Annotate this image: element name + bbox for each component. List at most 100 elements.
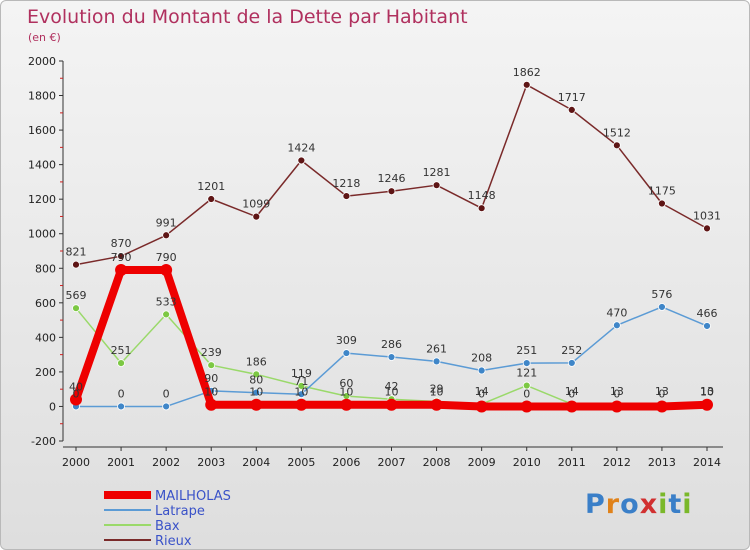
y-tick-label: 1600	[28, 124, 56, 137]
data-point	[160, 264, 173, 276]
data-label: 251	[111, 344, 132, 357]
x-tick-label: 2011	[558, 456, 586, 469]
data-point	[567, 105, 576, 114]
data-label: 208	[471, 352, 492, 365]
data-point	[207, 361, 216, 370]
data-point	[252, 212, 261, 221]
data-label: 60	[339, 377, 353, 390]
logo-letter: t	[668, 489, 683, 520]
chart-title: Evolution du Montant de la Dette par Hab…	[27, 6, 468, 28]
logo-letter: i	[658, 489, 669, 520]
data-point	[252, 370, 261, 379]
data-point	[432, 357, 441, 366]
legend-entry: Rieux	[155, 534, 192, 549]
x-tick-label: 2004	[242, 456, 270, 469]
data-label: 80	[249, 374, 263, 387]
data-label: 1424	[287, 141, 315, 154]
data-point	[432, 181, 441, 190]
data-label: 252	[561, 344, 582, 357]
data-point	[162, 231, 171, 240]
data-label: 186	[246, 355, 267, 368]
data-label: 119	[291, 367, 312, 380]
data-label: 29	[430, 382, 444, 395]
x-tick-label: 2003	[197, 456, 225, 469]
data-label: 576	[651, 288, 672, 301]
logo-letter: P	[585, 489, 606, 520]
data-point	[430, 398, 443, 411]
data-point	[522, 80, 531, 89]
logo-letter: o	[620, 489, 640, 520]
data-label: 14	[475, 385, 489, 398]
x-tick-label: 2001	[107, 456, 135, 469]
data-label: 991	[156, 216, 177, 229]
data-label: 0	[163, 387, 170, 400]
data-label: 569	[66, 289, 87, 302]
data-point	[565, 400, 578, 413]
data-label: 790	[111, 251, 132, 264]
x-tick-label: 2002	[152, 456, 180, 469]
data-point	[297, 156, 306, 165]
data-label: 1201	[197, 180, 225, 193]
data-point	[342, 192, 351, 200]
y-tick-label: 200	[35, 366, 56, 379]
x-tick-label: 2000	[62, 456, 90, 469]
data-label: 466	[697, 307, 718, 320]
data-point	[655, 400, 668, 413]
logo-letter: r	[605, 489, 621, 520]
y-tick-label: 1200	[28, 193, 56, 206]
data-label: 90	[204, 372, 218, 385]
legend-entry: MAILHOLAS	[155, 489, 231, 504]
legend-entry: Bax	[155, 519, 180, 534]
data-label: 10	[700, 386, 714, 399]
data-point	[72, 304, 80, 313]
data-label: 1218	[332, 177, 360, 190]
data-label: 13	[655, 385, 669, 398]
data-label: 40	[69, 381, 83, 394]
data-point	[612, 321, 621, 330]
data-label: 0	[73, 387, 80, 400]
data-point	[387, 187, 396, 196]
data-label: 1862	[513, 66, 541, 79]
data-label: 10	[294, 386, 308, 399]
data-labels: 40 790 790 10 10 10 10 10 10 0 0 0 0 0 10 0 0 0 90 80 71 309 2…	[66, 66, 722, 401]
data-label: 10	[430, 386, 444, 399]
data-label: 470	[606, 306, 627, 319]
data-point	[117, 359, 125, 368]
data-label: 0	[613, 387, 620, 400]
data-point	[342, 349, 351, 357]
data-label: 1148	[468, 189, 496, 202]
data-label: 1099	[242, 198, 270, 211]
data-label: 0	[658, 387, 665, 400]
x-tick-label: 2007	[378, 456, 406, 469]
data-point	[610, 400, 623, 413]
data-point	[522, 381, 531, 390]
data-label: 309	[336, 334, 357, 347]
chart-subtitle: (en €)	[28, 31, 61, 44]
data-point	[295, 398, 308, 411]
data-point	[115, 264, 128, 276]
data-label: 1281	[423, 166, 451, 179]
legend-entry: Latrape	[155, 504, 205, 519]
axes: -200020040060080010001200140016001800200…	[28, 55, 723, 469]
y-tick-label: 2000	[28, 55, 56, 68]
data-point	[297, 381, 306, 390]
data-label: 10	[339, 386, 353, 399]
x-tick-label: 2012	[603, 456, 631, 469]
data-point	[250, 398, 263, 411]
data-label: 870	[111, 237, 132, 250]
y-tick-label: -200	[31, 435, 56, 448]
data-label: 0	[523, 387, 530, 400]
data-label: 1512	[603, 126, 631, 139]
x-tick-label: 2005	[287, 456, 315, 469]
data-label: 121	[516, 367, 537, 380]
data-label: 533	[156, 295, 177, 308]
data-label: 0	[478, 387, 485, 400]
y-tick-label: 1800	[28, 90, 56, 103]
data-point	[522, 359, 531, 368]
data-label: 13	[700, 385, 714, 398]
data-point	[385, 398, 398, 411]
data-point	[205, 398, 218, 411]
